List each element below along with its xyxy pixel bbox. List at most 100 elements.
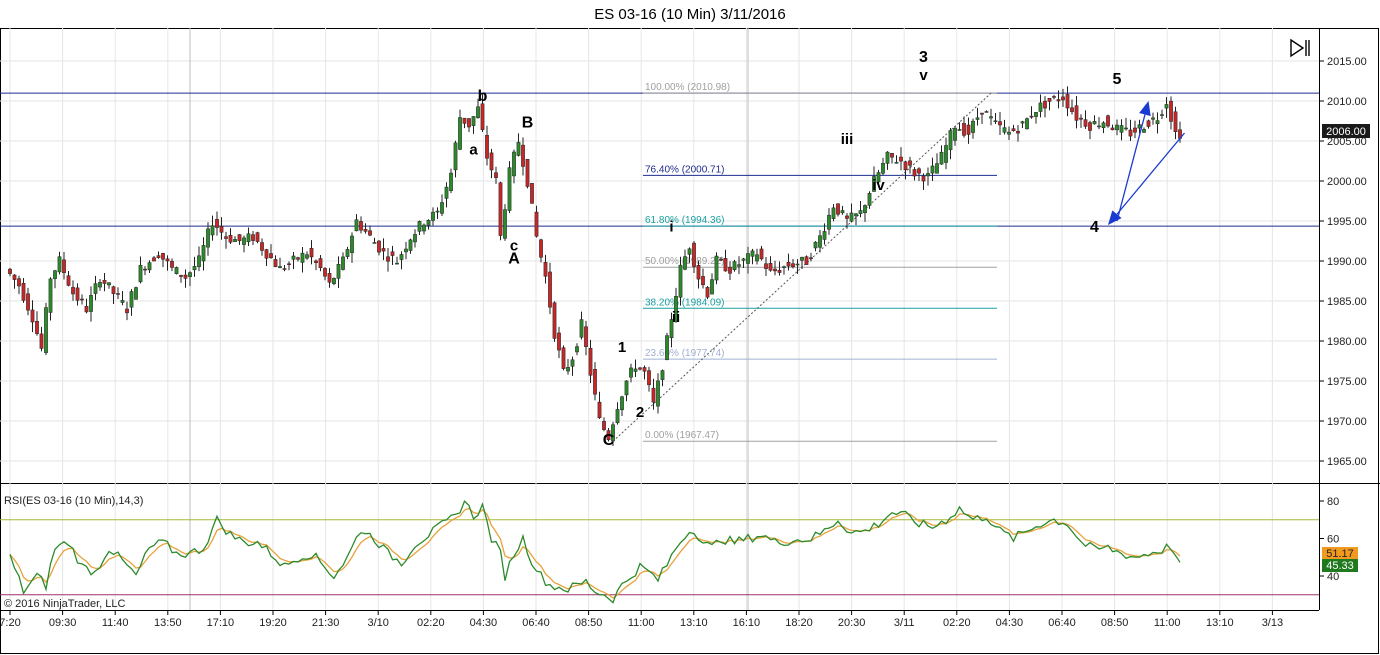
candle bbox=[174, 266, 179, 275]
candle bbox=[206, 222, 210, 256]
candle bbox=[926, 167, 930, 186]
candle bbox=[1146, 119, 1151, 129]
candle bbox=[210, 215, 215, 241]
candle bbox=[863, 204, 867, 222]
candle bbox=[777, 261, 782, 276]
projection-arrow bbox=[1116, 101, 1151, 222]
candle bbox=[827, 208, 831, 235]
candle bbox=[251, 231, 255, 245]
candle bbox=[912, 167, 917, 181]
candle bbox=[269, 244, 273, 259]
candle bbox=[341, 252, 345, 271]
candle bbox=[746, 246, 750, 274]
price-tick-label: 1990.00 bbox=[1327, 256, 1367, 268]
candle bbox=[188, 271, 192, 287]
candle bbox=[579, 311, 584, 340]
rsi-value-badges: 51.17 45.33 bbox=[1322, 547, 1358, 572]
candle bbox=[606, 428, 611, 442]
candle bbox=[1088, 120, 1092, 140]
candle bbox=[1016, 125, 1020, 142]
candle bbox=[503, 204, 507, 241]
candle bbox=[737, 256, 741, 275]
copyright-label: © 2016 NinjaTrader, LLC bbox=[4, 598, 125, 610]
candle bbox=[453, 140, 458, 178]
rsi-smoothed-value: 51.17 bbox=[1326, 548, 1354, 560]
candle bbox=[710, 273, 714, 295]
play-pause-icon[interactable] bbox=[1289, 37, 1311, 59]
candle bbox=[921, 173, 926, 191]
candle bbox=[26, 287, 30, 316]
wave-label: A bbox=[508, 250, 520, 267]
wave-label: b bbox=[478, 88, 488, 105]
candle bbox=[1025, 117, 1029, 130]
candle bbox=[845, 213, 849, 229]
candle bbox=[12, 274, 17, 289]
candle bbox=[678, 256, 683, 306]
candle bbox=[246, 227, 251, 246]
candle bbox=[98, 278, 102, 291]
candle bbox=[282, 264, 287, 272]
candle bbox=[1043, 96, 1047, 118]
candle bbox=[192, 256, 197, 277]
candle bbox=[35, 311, 39, 336]
candle bbox=[759, 245, 764, 261]
candle bbox=[291, 252, 296, 270]
time-tick-label: 11:00 bbox=[628, 617, 655, 629]
candle bbox=[1020, 120, 1025, 128]
candle bbox=[57, 251, 62, 275]
candle bbox=[516, 133, 521, 157]
candle bbox=[1115, 119, 1119, 136]
candle bbox=[1029, 106, 1034, 119]
candle bbox=[849, 203, 854, 223]
candle bbox=[764, 257, 768, 276]
price-tick-label: 1970.00 bbox=[1327, 416, 1367, 428]
candle bbox=[237, 234, 242, 245]
candle bbox=[804, 255, 809, 265]
candle bbox=[219, 217, 224, 240]
candle bbox=[48, 277, 53, 321]
candle bbox=[1133, 120, 1137, 139]
candle bbox=[1061, 88, 1065, 107]
candle bbox=[350, 232, 354, 263]
candle bbox=[170, 258, 174, 272]
candle bbox=[543, 254, 548, 284]
candle bbox=[872, 166, 876, 192]
candle bbox=[836, 203, 840, 217]
fib-level-label: 23.60% (1977.74) bbox=[645, 348, 725, 359]
time-tick-label: 3/13 bbox=[1262, 617, 1283, 629]
candle bbox=[534, 205, 539, 238]
grid-lines bbox=[0, 28, 1319, 610]
candle bbox=[890, 153, 894, 164]
candle bbox=[683, 249, 687, 271]
candle bbox=[408, 238, 413, 254]
candle bbox=[1110, 124, 1115, 131]
candle bbox=[1097, 117, 1101, 130]
candle bbox=[966, 117, 971, 144]
candle bbox=[539, 238, 543, 263]
candle bbox=[1056, 90, 1061, 109]
candle bbox=[557, 326, 561, 359]
wave-label: B bbox=[522, 114, 534, 131]
candle bbox=[782, 265, 786, 275]
time-tick-label: 19:20 bbox=[259, 617, 287, 629]
time-tick-label: 02:20 bbox=[943, 617, 971, 629]
rsi-tick-label: 40 bbox=[1327, 571, 1339, 583]
candle bbox=[215, 211, 219, 236]
rsi-tick-label: 60 bbox=[1327, 534, 1339, 546]
candle bbox=[714, 252, 719, 285]
candle bbox=[102, 273, 107, 292]
candle bbox=[494, 166, 498, 184]
candle bbox=[705, 286, 710, 300]
candle bbox=[147, 260, 152, 273]
candle bbox=[273, 255, 278, 268]
candle bbox=[638, 367, 642, 371]
candle bbox=[431, 207, 435, 226]
candle bbox=[390, 245, 395, 266]
candle bbox=[183, 269, 188, 288]
candle bbox=[750, 248, 755, 265]
candle bbox=[989, 108, 993, 126]
candle bbox=[413, 229, 417, 248]
wave-label: C bbox=[603, 432, 615, 449]
candle bbox=[818, 229, 822, 253]
candle bbox=[930, 157, 935, 182]
